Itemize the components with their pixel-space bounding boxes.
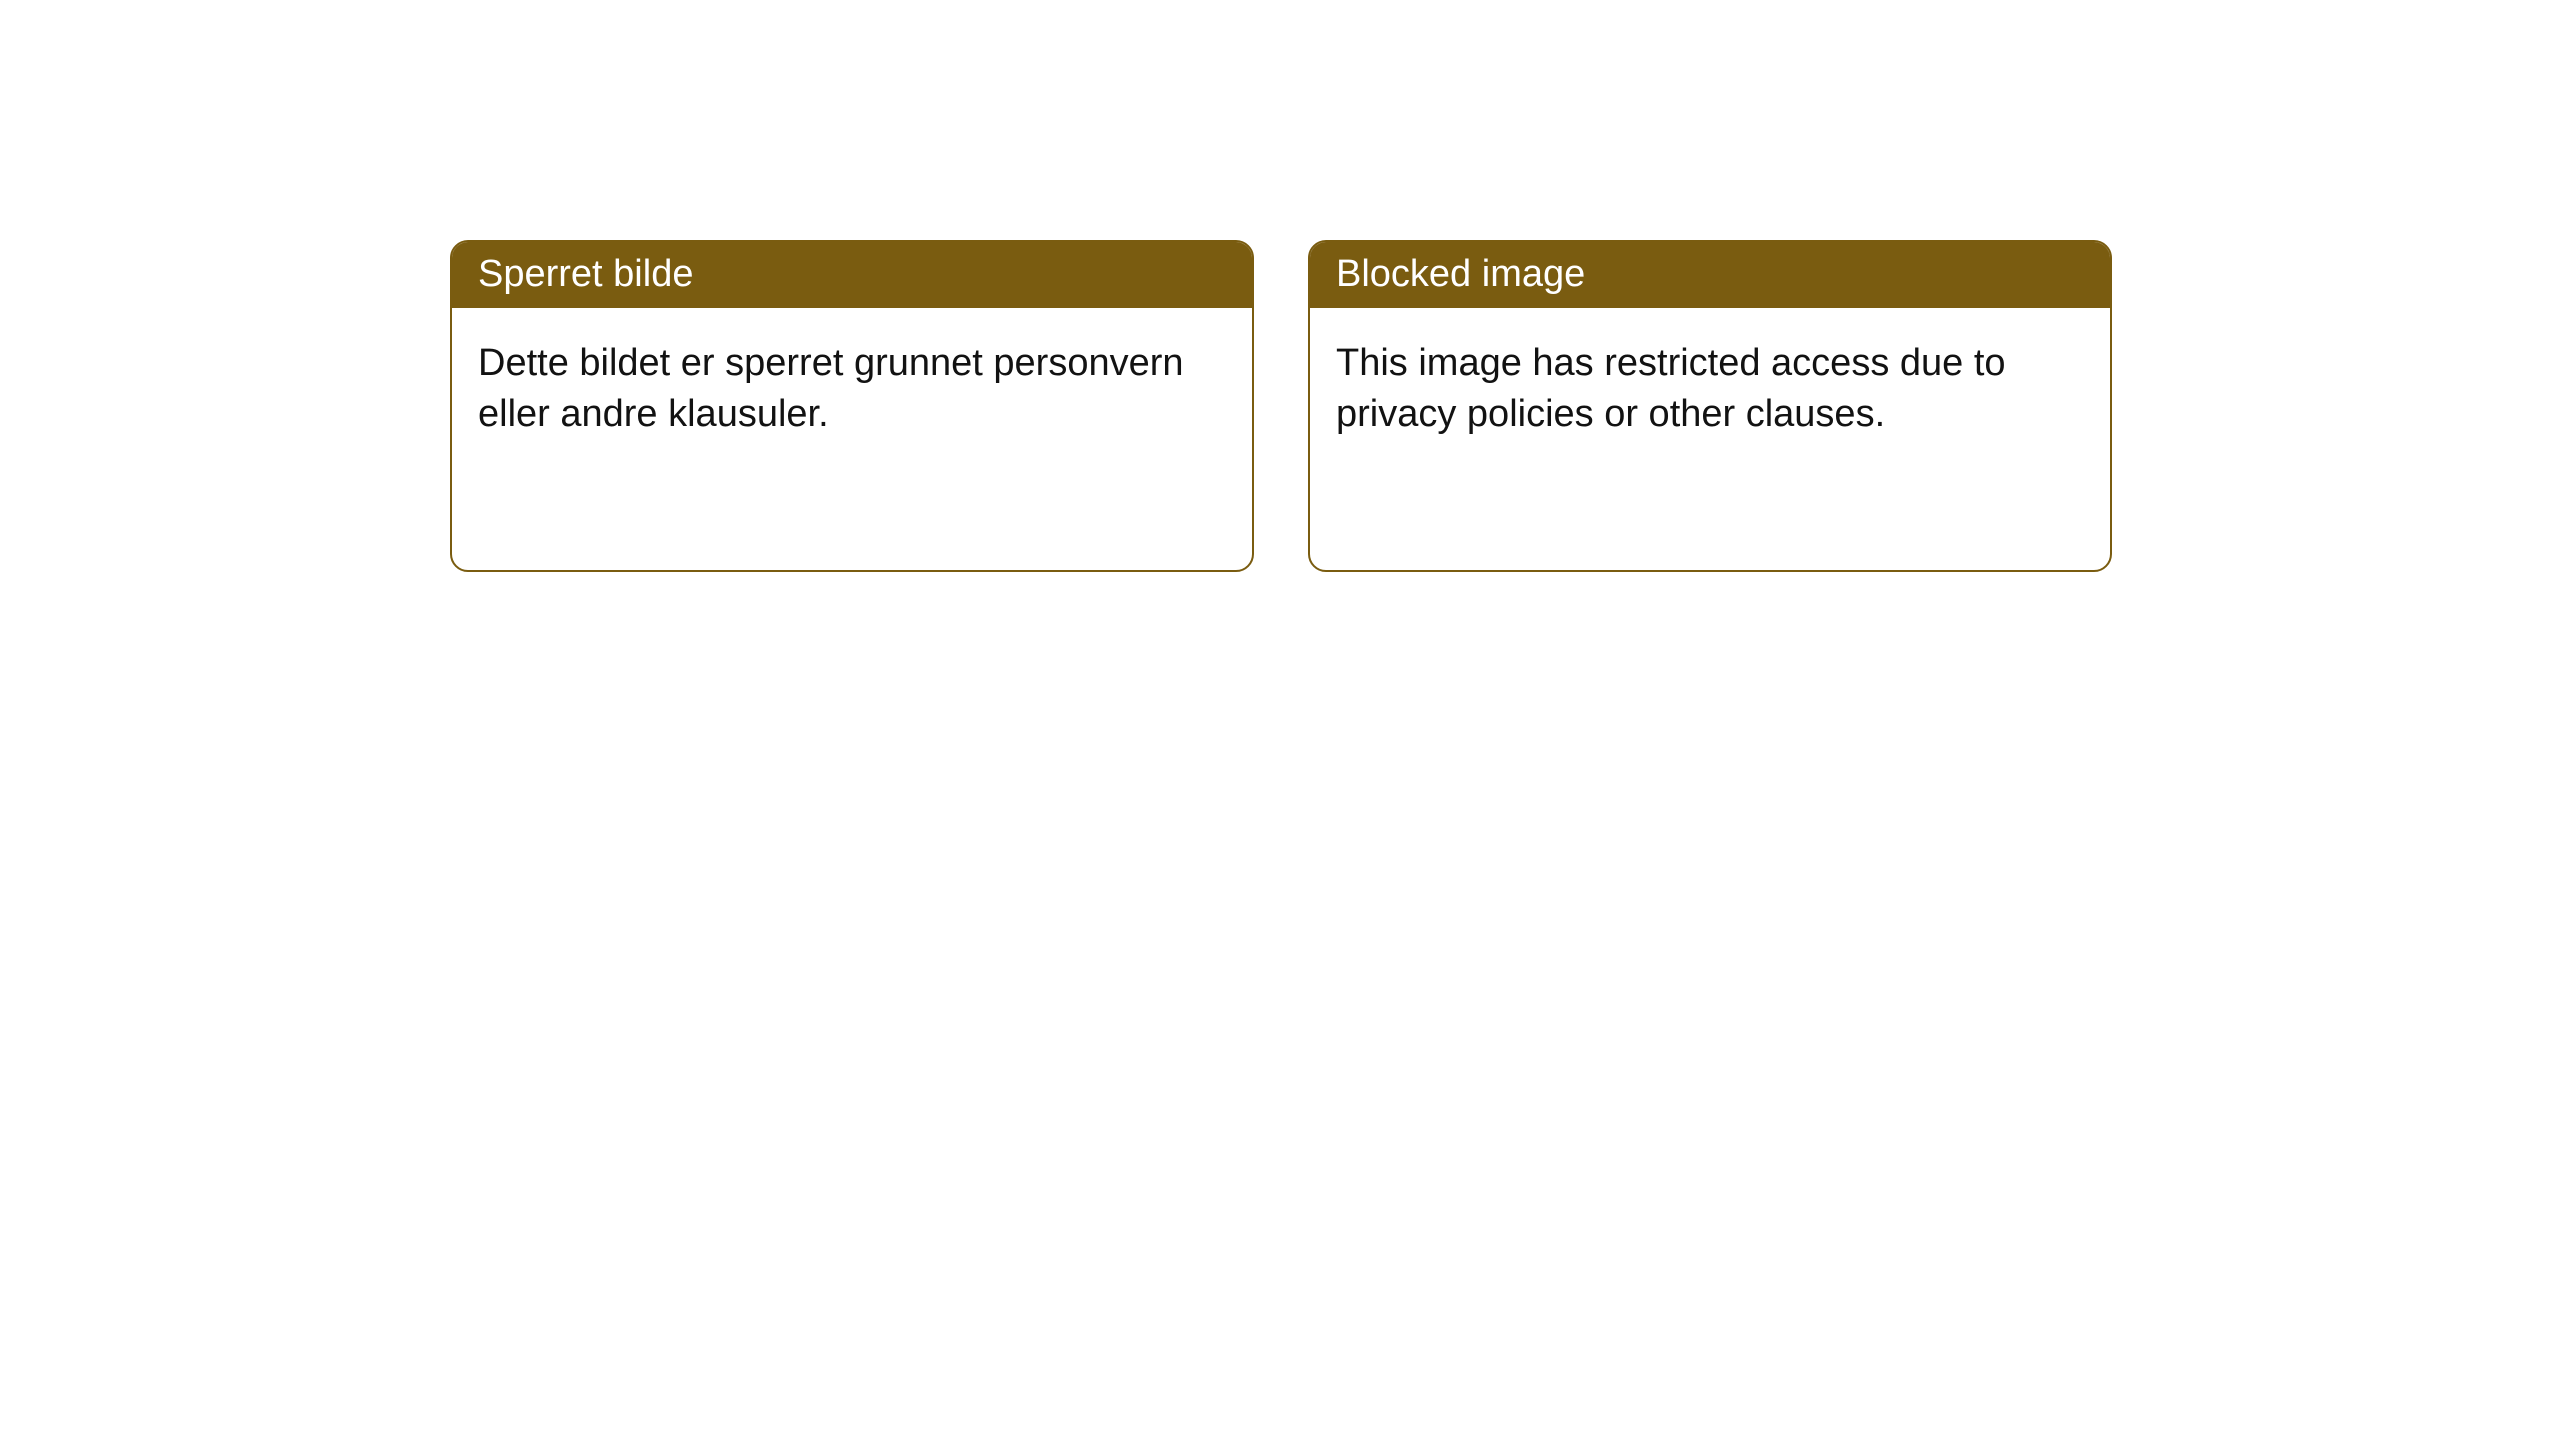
notice-header-norwegian: Sperret bilde xyxy=(452,242,1252,308)
notice-body-norwegian: Dette bildet er sperret grunnet personve… xyxy=(452,308,1252,471)
notice-body-english: This image has restricted access due to … xyxy=(1310,308,2110,471)
notice-header-english: Blocked image xyxy=(1310,242,2110,308)
notice-container: Sperret bilde Dette bildet er sperret gr… xyxy=(0,0,2560,572)
notice-card-english: Blocked image This image has restricted … xyxy=(1308,240,2112,572)
notice-card-norwegian: Sperret bilde Dette bildet er sperret gr… xyxy=(450,240,1254,572)
